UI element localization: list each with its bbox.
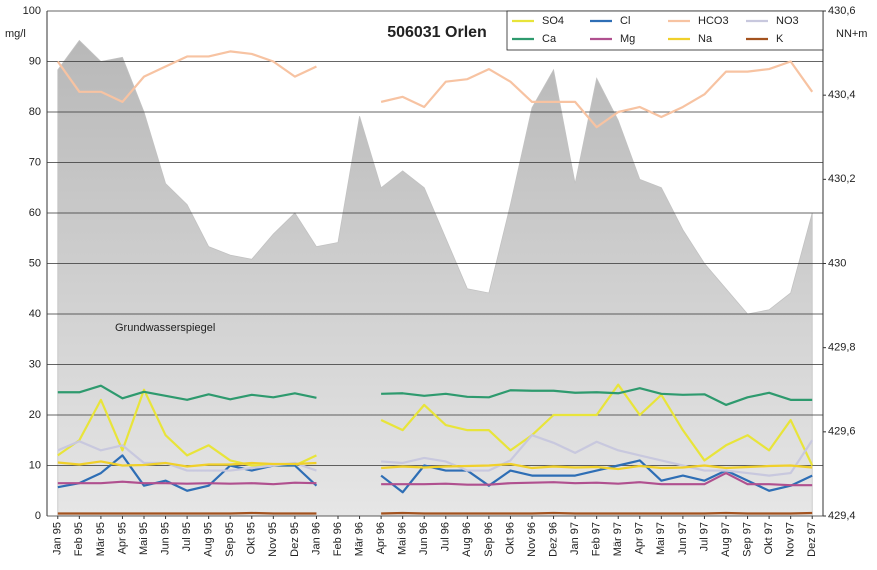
- x-tick-label: Okt 96: [504, 522, 516, 554]
- x-tick-label: Jun 96: [418, 522, 430, 555]
- y-tick-label: 10: [29, 459, 41, 471]
- legend-box: [506, 10, 824, 51]
- y2-tick-label: 430,4: [828, 89, 856, 101]
- x-tick-label: Mär 95: [95, 522, 107, 556]
- x-tick-label: Jan 97: [569, 522, 581, 555]
- legend-label: Mg: [620, 33, 635, 45]
- y2-tick-label: 429,4: [828, 510, 856, 522]
- x-tick-label: Apr 95: [116, 522, 128, 554]
- y-tick-label: 70: [29, 156, 41, 168]
- x-tick-label: Okt 95: [246, 522, 258, 554]
- x-tick-label: Jun 95: [159, 522, 171, 555]
- x-tick-label: Jan 96: [310, 522, 322, 555]
- x-tick-label: Jul 95: [181, 522, 193, 551]
- y-tick-label: 40: [29, 308, 41, 320]
- x-tick-label: Sep 97: [741, 522, 753, 557]
- x-tick-label: Sep 95: [224, 522, 236, 557]
- y2-tick-label: 430,2: [828, 173, 856, 185]
- y2-tick-label: 429,6: [828, 426, 856, 438]
- x-tick-label: Dez 97: [806, 522, 818, 557]
- x-tick-label: Mai 96: [397, 522, 409, 555]
- legend-label: SO4: [542, 15, 564, 27]
- x-tick-label: Jan 95: [52, 522, 64, 555]
- y-tick-label: 20: [29, 409, 41, 421]
- x-tick-label: Feb 96: [332, 522, 344, 556]
- line: [57, 434, 814, 477]
- y-tick-label: 100: [23, 5, 41, 17]
- y-axis-label: mg/l: [5, 28, 26, 40]
- y-tick-label: 50: [29, 257, 41, 269]
- x-tick-label: Nov 97: [785, 522, 797, 557]
- x-tick-label: Feb 95: [73, 522, 85, 556]
- legend-label: Cl: [620, 15, 630, 27]
- y-tick-label: 30: [29, 358, 41, 370]
- line: [57, 471, 813, 487]
- x-tick-label: Aug 95: [203, 522, 215, 557]
- legend-label: Na: [698, 33, 713, 45]
- x-tick-label: Dez 96: [547, 522, 559, 557]
- y-tick-label: 80: [29, 106, 41, 118]
- y2-tick-label: 429,8: [828, 342, 856, 354]
- line: [57, 511, 813, 515]
- y-tick-label: 60: [29, 207, 41, 219]
- y-tick-label: 0: [35, 510, 41, 522]
- x-tick-label: Mär 96: [353, 522, 365, 556]
- legend-label: HCO3: [698, 15, 729, 27]
- y2-axis-label: NN+m: [836, 28, 867, 40]
- y-tick-label: 90: [29, 55, 41, 67]
- legend-label: NO3: [776, 15, 799, 27]
- x-tick-label: Aug 97: [720, 522, 732, 557]
- y2-tick-label: 430,6: [828, 5, 856, 17]
- legend-label: K: [776, 33, 784, 45]
- x-tick-label: Sep 96: [483, 522, 495, 557]
- x-tick-label: Mai 97: [655, 522, 667, 555]
- x-tick-label: Apr 96: [375, 522, 387, 554]
- legend-label: Ca: [542, 33, 557, 45]
- area: [57, 39, 813, 517]
- x-tick-label: Nov 95: [267, 522, 279, 557]
- x-tick-label: Dez 95: [289, 522, 301, 557]
- line: [57, 384, 813, 406]
- x-tick-label: Jun 97: [677, 522, 689, 555]
- x-tick-label: Jul 97: [698, 522, 710, 551]
- line: [56, 50, 814, 129]
- area-label: Grundwasserspiegel: [115, 322, 215, 334]
- chart-title: 506031 Orlen: [387, 24, 487, 41]
- x-tick-label: Nov 96: [526, 522, 538, 557]
- x-tick-label: Jul 96: [440, 522, 452, 551]
- x-tick-label: Aug 96: [461, 522, 473, 557]
- x-tick-label: Mai 95: [138, 522, 150, 555]
- line: [57, 460, 813, 471]
- x-tick-label: Okt 97: [763, 522, 775, 554]
- x-tick-label: Mär 97: [612, 522, 624, 556]
- y2-tick-label: 430: [828, 257, 846, 269]
- x-tick-label: Feb 97: [591, 522, 603, 556]
- x-tick-label: Apr 97: [634, 522, 646, 554]
